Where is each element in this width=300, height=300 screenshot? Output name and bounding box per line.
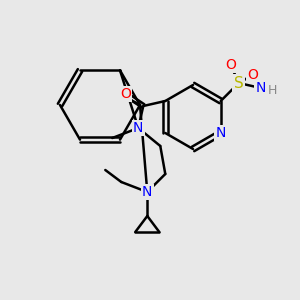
Text: N: N [133,121,143,135]
Text: O: O [120,87,131,101]
Text: N: N [215,126,226,140]
Text: O: O [247,68,258,82]
Text: H: H [268,83,278,97]
Text: S: S [234,76,244,91]
Text: O: O [225,58,236,72]
Text: N: N [256,81,266,95]
Text: N: N [142,185,152,199]
